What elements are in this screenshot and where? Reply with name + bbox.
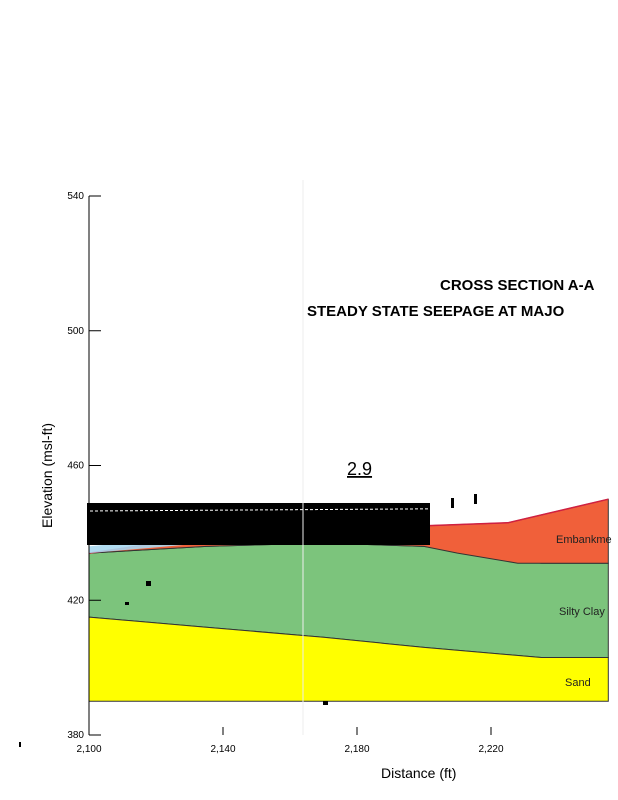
specimen-dot-1 — [146, 581, 151, 586]
x-tick-label: 2,140 — [210, 744, 235, 755]
phreatic-line — [89, 507, 561, 512]
y-tick-label: 420 — [67, 595, 84, 606]
silty-clay-label: Silty Clay — [559, 606, 605, 618]
scan-artifact-dot — [19, 742, 21, 747]
title-line-2: STEADY STATE SEEPAGE AT MAJO — [307, 303, 565, 320]
y-tick-label: 540 — [67, 191, 84, 202]
specimen-dot-3 — [323, 701, 328, 705]
y-tick-label: 500 — [67, 326, 84, 337]
slip-surface-annotation-block — [87, 503, 430, 545]
y-tick-label: 460 — [67, 461, 84, 472]
factor-of-safety-label: 2.9 — [347, 459, 372, 479]
x-axis: 2,100 2,140 2,180 2,220 — [76, 727, 504, 755]
sand-label: Sand — [565, 677, 591, 689]
y-tick-label: 380 — [67, 730, 84, 741]
crest-marker-1 — [451, 498, 454, 508]
x-axis-title: Distance (ft) — [381, 765, 456, 781]
x-tick-label: 2,100 — [76, 744, 101, 755]
specimen-dot-2 — [125, 602, 129, 605]
embankment-label: Embankme — [556, 534, 612, 546]
y-axis: 540 500 460 420 380 — [67, 191, 101, 741]
plot-area: Embankme Silty Clay Sand 2.9 — [87, 459, 612, 705]
title-line-1: CROSS SECTION A-A — [440, 277, 595, 294]
x-tick-label: 2,180 — [344, 744, 369, 755]
y-axis-title: Elevation (msl-ft) — [39, 423, 55, 528]
x-tick-label: 2,220 — [478, 744, 503, 755]
sand-layer — [88, 616, 609, 702]
crest-marker-2 — [474, 494, 477, 504]
